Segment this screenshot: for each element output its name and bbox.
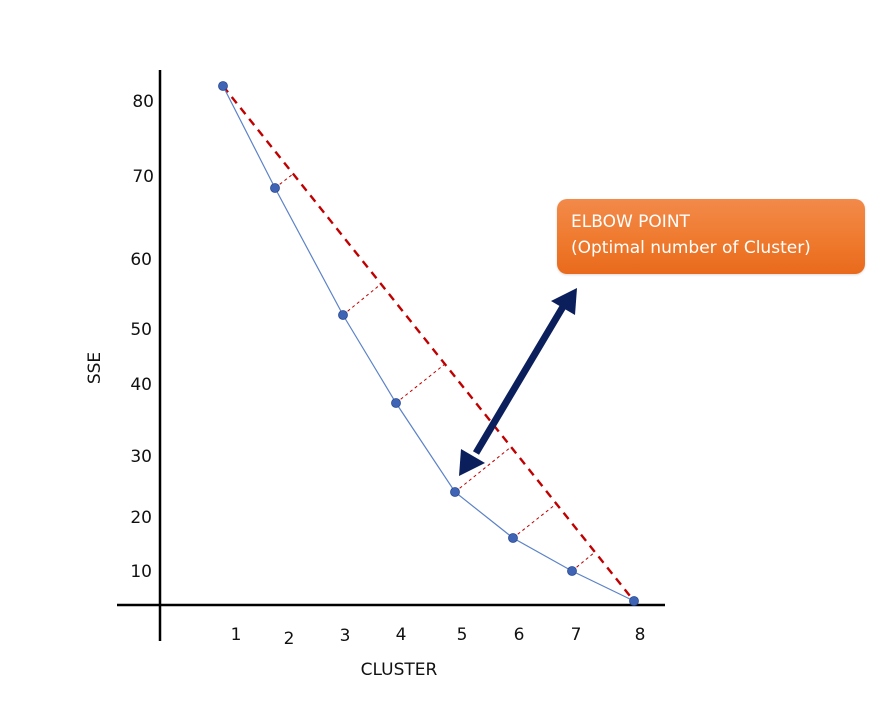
data-point-8	[629, 596, 639, 606]
x-tick: 1	[231, 625, 242, 645]
x-axis-title: CLUSTER	[361, 660, 438, 680]
connector-2	[274, 173, 294, 189]
data-point-4	[391, 398, 401, 408]
y-tick: 60	[130, 250, 152, 270]
data-point-2	[270, 183, 280, 193]
x-tick: 8	[635, 625, 646, 645]
data-point-5	[450, 487, 460, 497]
x-tick: 7	[571, 625, 582, 645]
perpendicular-connectors	[274, 173, 596, 572]
first-last-dashed-line	[222, 85, 635, 602]
y-tick-labels: 80 70 60 50 40 30 20 10	[130, 92, 154, 582]
sse-curve	[222, 85, 635, 602]
data-points	[218, 81, 639, 606]
x-tick: 6	[514, 625, 525, 645]
data-point-3	[338, 310, 348, 320]
x-tick-labels: 1 2 3 4 5 6 7 8	[231, 625, 646, 649]
double-arrow-icon	[459, 288, 577, 476]
x-tick: 2	[284, 629, 295, 649]
callout-subtitle: (Optimal number of Cluster)	[571, 238, 811, 258]
y-tick: 50	[130, 320, 152, 340]
y-tick: 80	[132, 92, 154, 112]
callout-title: ELBOW POINT	[571, 212, 690, 232]
x-tick: 3	[340, 626, 351, 646]
elbow-point-callout: ELBOW POINT (Optimal number of Cluster)	[557, 199, 865, 274]
connector-4	[395, 363, 446, 404]
data-point-1	[218, 81, 228, 91]
y-axis-title: SSE	[85, 352, 105, 384]
x-tick: 5	[457, 625, 468, 645]
y-tick: 70	[132, 167, 154, 187]
data-point-6	[508, 533, 518, 543]
y-tick: 10	[130, 562, 152, 582]
y-tick: 30	[130, 447, 152, 467]
connector-3	[342, 283, 382, 316]
connector-6	[512, 503, 557, 539]
y-tick: 40	[130, 375, 152, 395]
data-point-7	[567, 566, 577, 576]
connector-7	[571, 551, 596, 572]
x-tick: 4	[396, 625, 407, 645]
y-tick: 20	[130, 508, 152, 528]
